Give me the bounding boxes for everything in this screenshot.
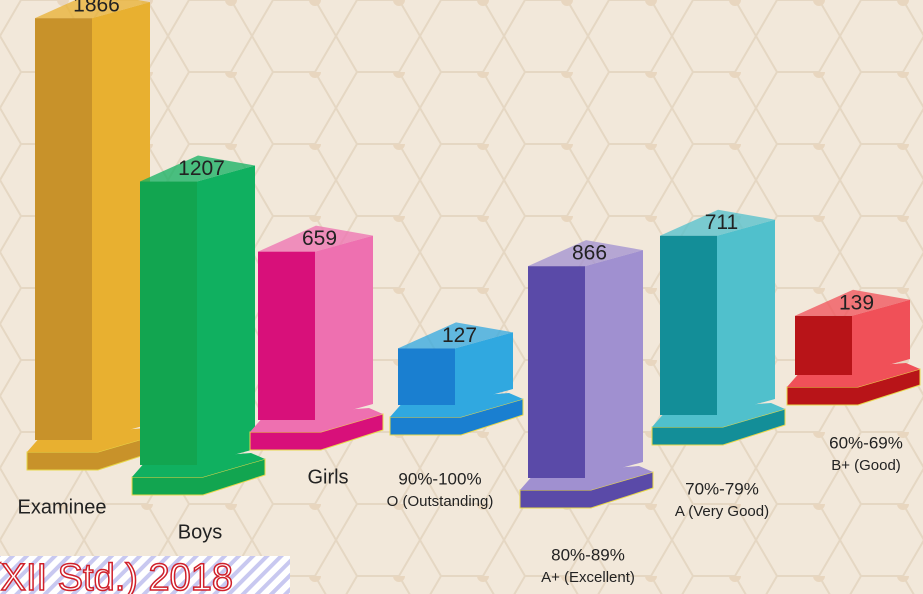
grade-label: O (Outstanding) <box>387 493 494 510</box>
value-label: 139 <box>839 291 874 314</box>
value-label: 711 <box>705 211 738 234</box>
category-label: Boys <box>178 521 222 543</box>
bar <box>660 210 775 415</box>
bar-front <box>398 348 455 405</box>
chart: 1866 Examinee 1207 Boys 659 Girls 127 90%-100% O… <box>0 0 923 594</box>
bar-side <box>315 236 373 420</box>
bar-front <box>258 252 315 420</box>
bar <box>140 156 255 465</box>
bar-front <box>660 236 717 415</box>
bar-side <box>717 220 775 415</box>
bar <box>258 226 373 420</box>
bar <box>35 0 150 440</box>
category-label: Examinee <box>18 496 107 518</box>
value-label: 1207 <box>178 157 225 180</box>
bar-side <box>585 250 643 478</box>
bar-side <box>197 166 255 465</box>
bar-front <box>35 18 92 440</box>
category-label: 70%-79% <box>685 479 759 498</box>
category-label: 60%-69% <box>829 433 903 452</box>
grade-label: B+ (Good) <box>831 457 901 474</box>
category-label: 80%-89% <box>551 545 625 564</box>
footer-text: (XII Std.) 2018 <box>0 557 233 594</box>
bar-front <box>140 182 197 465</box>
value-label: 866 <box>572 242 607 265</box>
bar-front <box>795 316 852 375</box>
category-label: Girls <box>307 466 348 488</box>
value-label: 127 <box>442 324 477 347</box>
category-label: 90%-100% <box>398 469 481 488</box>
grade-label: A+ (Excellent) <box>541 569 635 586</box>
grade-label: A (Very Good) <box>675 503 769 520</box>
value-label: 1866 <box>73 0 120 17</box>
bar-front <box>528 266 585 478</box>
value-label: 659 <box>302 227 337 250</box>
bar <box>528 240 643 478</box>
